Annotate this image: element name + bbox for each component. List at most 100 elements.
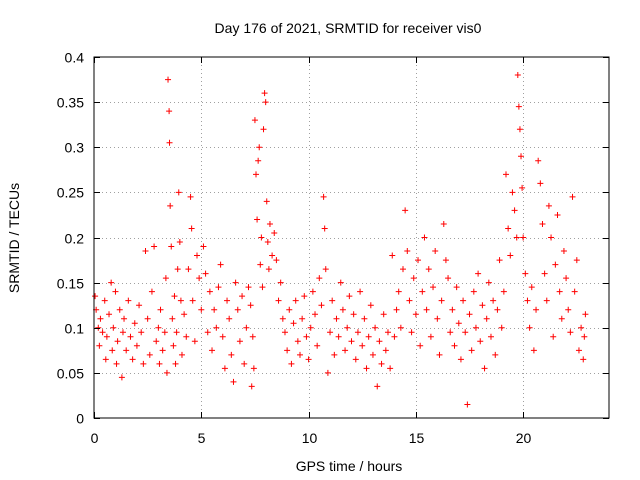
data-point [580, 356, 587, 363]
data-point [247, 302, 254, 309]
data-point [537, 180, 544, 187]
data-point [108, 279, 115, 286]
data-point [102, 356, 109, 363]
data-point [297, 351, 303, 358]
data-point [312, 311, 319, 318]
data-point [530, 347, 537, 354]
data-point [496, 257, 503, 264]
data-point [292, 297, 299, 304]
data-point [166, 108, 173, 115]
data-point [367, 302, 374, 309]
data-point [565, 306, 572, 313]
data-point [357, 288, 364, 295]
data-point [161, 329, 168, 336]
data-point [514, 72, 521, 79]
data-point [359, 342, 366, 349]
data-point [110, 324, 117, 331]
y-tick-label: 0.2 [65, 231, 85, 247]
data-point [106, 311, 113, 318]
data-point [273, 257, 280, 264]
data-point [513, 234, 520, 241]
data-point [116, 306, 123, 313]
data-point [327, 329, 334, 336]
data-point [470, 288, 477, 295]
data-point [157, 306, 164, 313]
data-point [168, 243, 175, 250]
data-point [468, 347, 475, 354]
data-point [423, 306, 430, 313]
data-point [567, 329, 574, 336]
data-point [466, 311, 473, 318]
data-point [175, 189, 182, 196]
data-point [163, 369, 170, 376]
data-point [215, 284, 222, 291]
data-point [481, 365, 488, 372]
data-point [241, 360, 248, 367]
data-point [412, 311, 419, 318]
data-point [234, 306, 241, 313]
data-point [408, 329, 415, 336]
data-point [236, 338, 243, 345]
x-tick-labels: 0 5 10 15 20 [91, 430, 532, 446]
data-point [209, 347, 216, 354]
data-point [255, 157, 262, 164]
data-point [417, 342, 424, 349]
data-point [344, 324, 351, 331]
data-point [318, 302, 325, 309]
data-point [451, 342, 458, 349]
x-axis-label: GPS time / hours [296, 458, 403, 474]
data-point [123, 347, 130, 354]
data-point [477, 338, 484, 345]
data-point [509, 189, 516, 196]
data-point [97, 315, 104, 322]
data-point [494, 306, 501, 313]
data-point [397, 324, 404, 331]
data-point [217, 261, 224, 268]
data-point [138, 329, 145, 336]
data-point [239, 293, 246, 300]
data-point [99, 329, 106, 336]
data-point [575, 347, 582, 354]
data-point [578, 324, 585, 331]
y-tick-label: 0.1 [65, 321, 85, 337]
x-tick-label: 20 [516, 430, 532, 446]
data-point [165, 76, 172, 83]
data-point [406, 297, 413, 304]
data-point [281, 329, 288, 336]
data-point [472, 324, 479, 331]
data-point [552, 261, 559, 268]
data-point [410, 275, 417, 282]
data-point [560, 248, 567, 255]
axis-ticks [94, 57, 609, 419]
data-point [449, 306, 456, 313]
data-point [187, 193, 194, 200]
data-point [438, 297, 445, 304]
y-tick-label: 0.35 [57, 95, 84, 111]
data-point [103, 333, 110, 340]
data-point [230, 378, 237, 385]
data-point [250, 365, 257, 372]
data-point [259, 284, 266, 291]
data-point [133, 342, 140, 349]
data-point [275, 297, 282, 304]
data-point [245, 284, 252, 291]
data-point [369, 351, 376, 358]
data-point [261, 90, 268, 97]
data-point [333, 315, 340, 322]
y-tick-labels: 0 0.05 0.1 0.15 0.2 0.25 0.3 0.35 0.4 [57, 50, 84, 427]
data-point [539, 220, 546, 227]
data-point [253, 171, 260, 178]
data-point [352, 356, 359, 363]
data-point [226, 315, 233, 322]
data-point [118, 374, 125, 381]
chart-title: Day 176 of 2021, SRMTID for receiver vis… [215, 20, 482, 36]
data-point [309, 288, 316, 295]
data-point [101, 297, 108, 304]
data-point [395, 288, 402, 295]
data-point [191, 338, 198, 345]
data-point [316, 275, 323, 282]
data-point [515, 103, 522, 110]
data-point [251, 117, 258, 124]
data-point [507, 252, 514, 259]
data-point [520, 234, 527, 241]
